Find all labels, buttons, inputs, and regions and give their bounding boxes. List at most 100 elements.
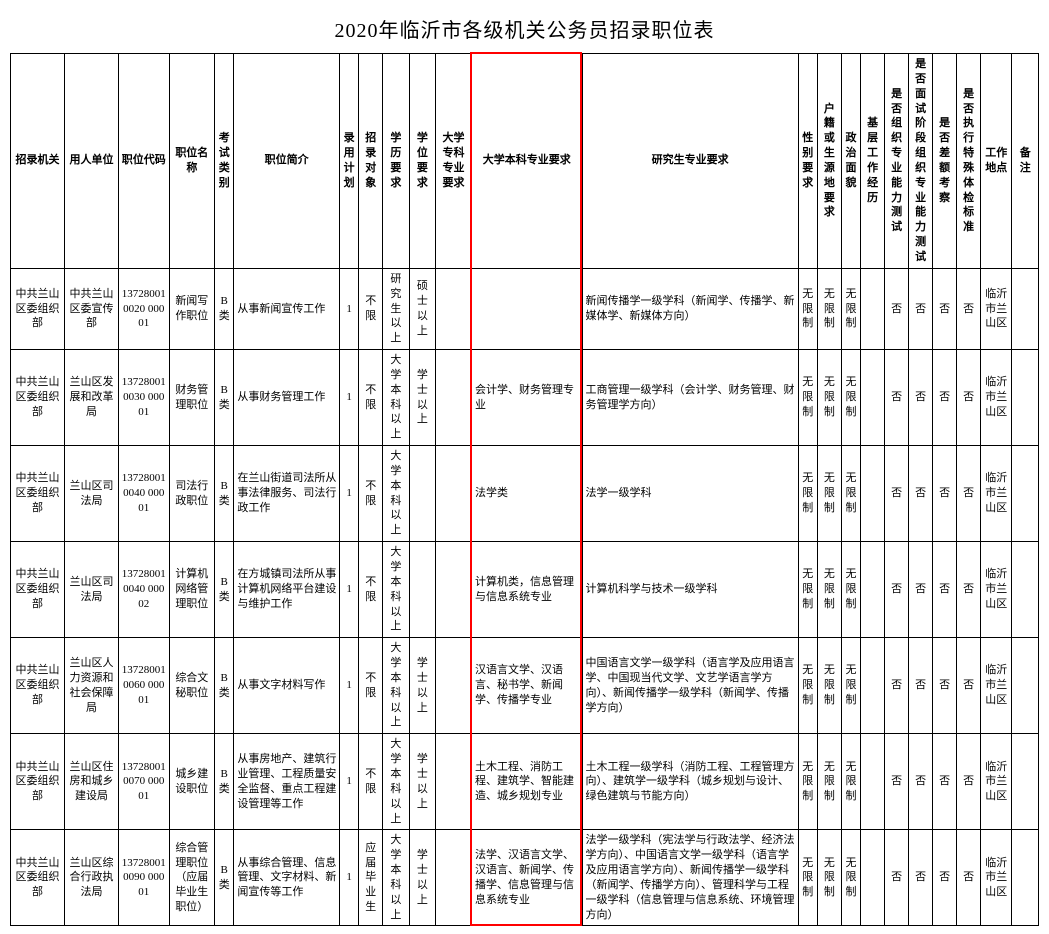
cell: 应届毕业生 [359,830,383,926]
cell: 司法行政职位 [169,446,215,542]
cell: 学士以上 [409,734,435,830]
cell: 1 [340,638,359,734]
cell: 137280010040 00001 [119,446,169,542]
cell: 否 [909,542,933,638]
cell: 1 [340,446,359,542]
cell: 中共兰山区委组织部 [11,830,65,926]
cell: 无限制 [817,268,841,349]
table-body: 中共兰山区委组织部中共兰山区委宣传部137280010020 00001新闻写作… [11,268,1039,926]
cell: 临沂市兰山区 [981,638,1012,734]
cell: 不限 [359,268,383,349]
cell: 在兰山街道司法所从事法律服务、司法行政工作 [234,446,340,542]
cell: 否 [885,350,909,446]
cell [1012,830,1039,926]
cell: 大学本科以上 [383,350,409,446]
cell: B类 [215,734,234,830]
cell: 新闻传播学一级学科（新闻学、传播学、新媒体学、新媒体方向） [582,268,798,349]
cell: 否 [909,638,933,734]
col-header: 是否组织专业能力测试 [885,54,909,269]
cell: 从事综合管理、信息管理、文字材料、新闻宣传等工作 [234,830,340,926]
cell: 无限制 [798,638,817,734]
cell: 137280010070 00001 [119,734,169,830]
cell: 137280010040 00002 [119,542,169,638]
col-header: 学位要求 [409,54,435,269]
cell: 学士以上 [409,638,435,734]
cell [1012,638,1039,734]
cell: 否 [885,638,909,734]
cell: 研究生以上 [383,268,409,349]
cell: 无限制 [798,268,817,349]
cell: 法学类 [472,446,582,542]
cell: 否 [957,350,981,446]
cell: 大学本科以上 [383,542,409,638]
col-header: 职位简介 [234,54,340,269]
cell: 否 [909,734,933,830]
cell: 财务管理职位 [169,350,215,446]
cell [861,830,885,926]
cell: 会计学、财务管理专业 [472,350,582,446]
cell: 兰山区司法局 [65,446,119,542]
col-header: 是否差额考察 [933,54,957,269]
col-header: 工作地点 [981,54,1012,269]
cell: 兰山区司法局 [65,542,119,638]
cell: 否 [933,350,957,446]
cell [861,268,885,349]
cell [436,446,472,542]
cell [436,268,472,349]
cell [861,542,885,638]
cell: 无限制 [798,446,817,542]
col-header: 户籍或生源地要求 [817,54,841,269]
cell: 临沂市兰山区 [981,268,1012,349]
col-header: 职位代码 [119,54,169,269]
cell: 无限制 [817,350,841,446]
cell: 学士以上 [409,350,435,446]
cell: 无限制 [841,350,860,446]
cell: 137280010030 00001 [119,350,169,446]
cell: 兰山区人力资源和社会保障局 [65,638,119,734]
cell: 无限制 [798,542,817,638]
cell: 否 [909,350,933,446]
cell: 中共兰山区委宣传部 [65,268,119,349]
cell: 临沂市兰山区 [981,446,1012,542]
table-row: 中共兰山区委组织部中共兰山区委宣传部137280010020 00001新闻写作… [11,268,1039,349]
cell: B类 [215,638,234,734]
cell: 否 [885,446,909,542]
cell: 不限 [359,446,383,542]
cell: 中共兰山区委组织部 [11,542,65,638]
cell: 工商管理一级学科（会计学、财务管理、财务管理学方向） [582,350,798,446]
cell: 综合管理职位（应届毕业生职位） [169,830,215,926]
col-header: 基层工作经历 [861,54,885,269]
cell: 否 [933,734,957,830]
cell: 无限制 [841,830,860,926]
cell: 否 [909,446,933,542]
cell: 中共兰山区委组织部 [11,446,65,542]
cell: 无限制 [817,734,841,830]
table-row: 中共兰山区委组织部兰山区司法局137280010040 00002计算机网络管理… [11,542,1039,638]
cell: 否 [933,446,957,542]
cell: 否 [933,542,957,638]
col-header: 是否面试阶段组织专业能力测试 [909,54,933,269]
cell: 从事新闻宣传工作 [234,268,340,349]
cell: 临沂市兰山区 [981,830,1012,926]
cell: 不限 [359,542,383,638]
cell: 兰山区综合行政执法局 [65,830,119,926]
cell: B类 [215,446,234,542]
cell: 否 [957,446,981,542]
cell: 无限制 [817,830,841,926]
cell [436,638,472,734]
cell: 计算机类，信息管理与信息系统专业 [472,542,582,638]
cell: 无限制 [841,638,860,734]
cell: 中共兰山区委组织部 [11,638,65,734]
page-title: 2020年临沂市各级机关公务员招录职位表 [10,8,1039,53]
cell: 无限制 [841,734,860,830]
cell [436,734,472,830]
cell: 否 [933,268,957,349]
main-table: 招录机关用人单位职位代码职位名称考试类别职位简介录用计划招录对象学历要求学位要求… [10,53,1039,926]
cell: 中共兰山区委组织部 [11,350,65,446]
cell: 大学本科以上 [383,638,409,734]
cell: 城乡建设职位 [169,734,215,830]
cell: B类 [215,350,234,446]
table-row: 中共兰山区委组织部兰山区人力资源和社会保障局137280010060 00001… [11,638,1039,734]
cell: 新闻写作职位 [169,268,215,349]
cell: 汉语言文学、汉语言、秘书学、新闻学、传播学专业 [472,638,582,734]
